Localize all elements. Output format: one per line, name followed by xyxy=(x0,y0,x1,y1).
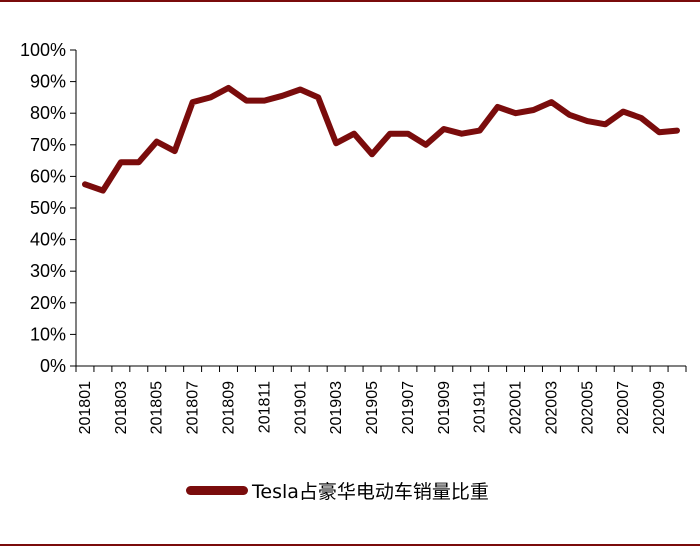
data-point xyxy=(548,99,555,105)
y-tick-label: 30% xyxy=(30,261,66,281)
bottom-rule xyxy=(0,544,700,546)
y-axis: 0% 10% 20% 30% 40% 50% 60% 70% 80% 90% 100% xyxy=(20,40,77,376)
data-point xyxy=(100,188,106,194)
y-tick-label: 90% xyxy=(30,72,66,92)
data-point xyxy=(441,126,447,132)
y-tick-label: 100% xyxy=(20,40,66,60)
data-point xyxy=(315,94,321,100)
data-point xyxy=(333,140,339,146)
data-point xyxy=(620,109,626,115)
x-tick-label: 202009 xyxy=(651,381,668,434)
x-tick-label: 201809 xyxy=(221,381,238,434)
data-point xyxy=(369,151,375,157)
y-tick-label: 40% xyxy=(30,230,66,250)
legend: Tesla占豪华电动车销量比重 xyxy=(186,476,489,504)
data-point xyxy=(459,131,465,137)
y-tick-label: 20% xyxy=(30,293,66,313)
data-point xyxy=(566,112,572,118)
top-rule xyxy=(0,0,700,2)
data-point xyxy=(172,148,178,154)
x-tick-label: 202003 xyxy=(543,381,560,434)
data-point xyxy=(82,181,88,187)
series-line xyxy=(82,84,680,194)
y-tick-label: 0% xyxy=(40,356,66,376)
data-point xyxy=(530,107,537,113)
data-point xyxy=(118,159,124,165)
data-point xyxy=(656,129,662,135)
y-tick-label: 50% xyxy=(30,198,66,218)
data-point xyxy=(674,127,680,134)
data-point xyxy=(297,86,303,93)
x-tick-label: 201905 xyxy=(364,381,381,434)
y-tick-label: 70% xyxy=(30,135,66,155)
x-tick-label: 202007 xyxy=(615,381,632,434)
legend-label: Tesla占豪华电动车销量比重 xyxy=(252,480,489,503)
legend-swatch xyxy=(186,485,248,495)
data-point xyxy=(136,159,142,165)
data-point xyxy=(351,131,357,137)
x-tick-label: 201907 xyxy=(400,381,417,434)
data-point xyxy=(638,115,644,121)
data-point xyxy=(495,104,501,110)
data-point xyxy=(477,127,483,134)
data-point xyxy=(584,118,590,124)
series-layer xyxy=(82,84,680,194)
data-point xyxy=(225,85,232,91)
y-tick-label: 80% xyxy=(30,103,66,123)
data-point xyxy=(243,97,250,104)
data-point xyxy=(279,93,285,99)
x-tick-label: 201909 xyxy=(436,381,453,434)
data-point xyxy=(423,142,429,148)
x-tick-label: 201803 xyxy=(113,381,130,434)
x-tick-label: 201805 xyxy=(149,381,166,434)
x-tick-label: 201903 xyxy=(328,381,345,434)
y-tick-label: 60% xyxy=(30,166,66,186)
data-point xyxy=(512,110,519,116)
x-tick-label: 201807 xyxy=(185,381,202,434)
y-tick-label: 10% xyxy=(30,324,66,344)
data-point xyxy=(207,94,214,100)
data-point xyxy=(261,97,267,104)
x-axis: 201801 201803 201805 201807 201809 201811 2019… xyxy=(75,365,687,434)
data-point xyxy=(154,139,160,145)
data-point xyxy=(387,131,393,137)
x-tick-label: 201911 xyxy=(472,381,489,433)
x-tick-label: 201801 xyxy=(77,381,94,434)
x-tick-label: 201811 xyxy=(256,381,273,433)
data-point xyxy=(190,99,196,105)
x-tick-label: 201901 xyxy=(292,381,309,434)
x-tick-label: 202005 xyxy=(579,381,596,434)
data-point xyxy=(602,121,608,127)
data-point xyxy=(405,131,411,137)
x-tick-label: 202001 xyxy=(508,381,525,434)
